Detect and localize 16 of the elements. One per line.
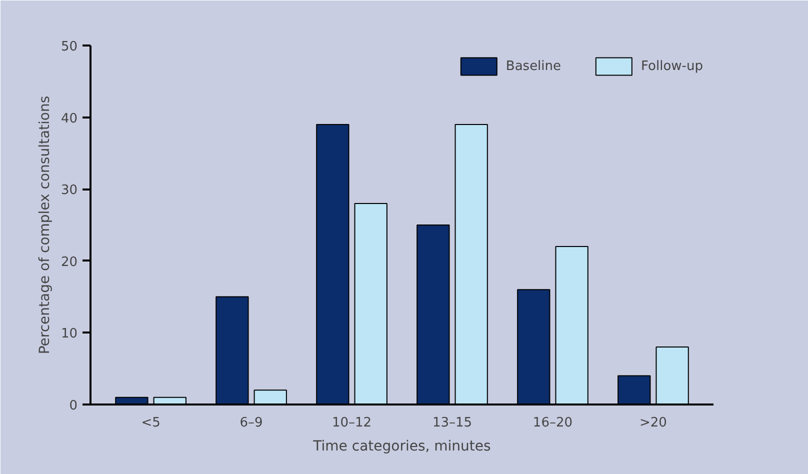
y-tick-label: 30 xyxy=(60,183,78,198)
y-axis-title: Percentage of complex consultations xyxy=(36,96,53,354)
x-axis-title: Time categories, minutes xyxy=(312,438,491,454)
x-tick-label: 13–15 xyxy=(432,416,472,430)
y-tick-label: 50 xyxy=(60,40,78,54)
y-tick-label: 40 xyxy=(60,111,78,126)
x-tick-label: 6–9 xyxy=(240,416,263,430)
y-tick-label: 20 xyxy=(60,254,78,270)
y-tick-label: 0 xyxy=(69,398,78,414)
x-tick-label: <5 xyxy=(141,416,160,430)
x-tick-label: 16–20 xyxy=(532,416,573,430)
x-tick-label: 10–12 xyxy=(332,416,372,430)
x-tick-label: >20 xyxy=(639,416,667,430)
y-tick-label: 10 xyxy=(60,326,78,342)
legend-label: Baseline xyxy=(506,58,562,74)
legend-label: Follow-up xyxy=(641,58,703,74)
